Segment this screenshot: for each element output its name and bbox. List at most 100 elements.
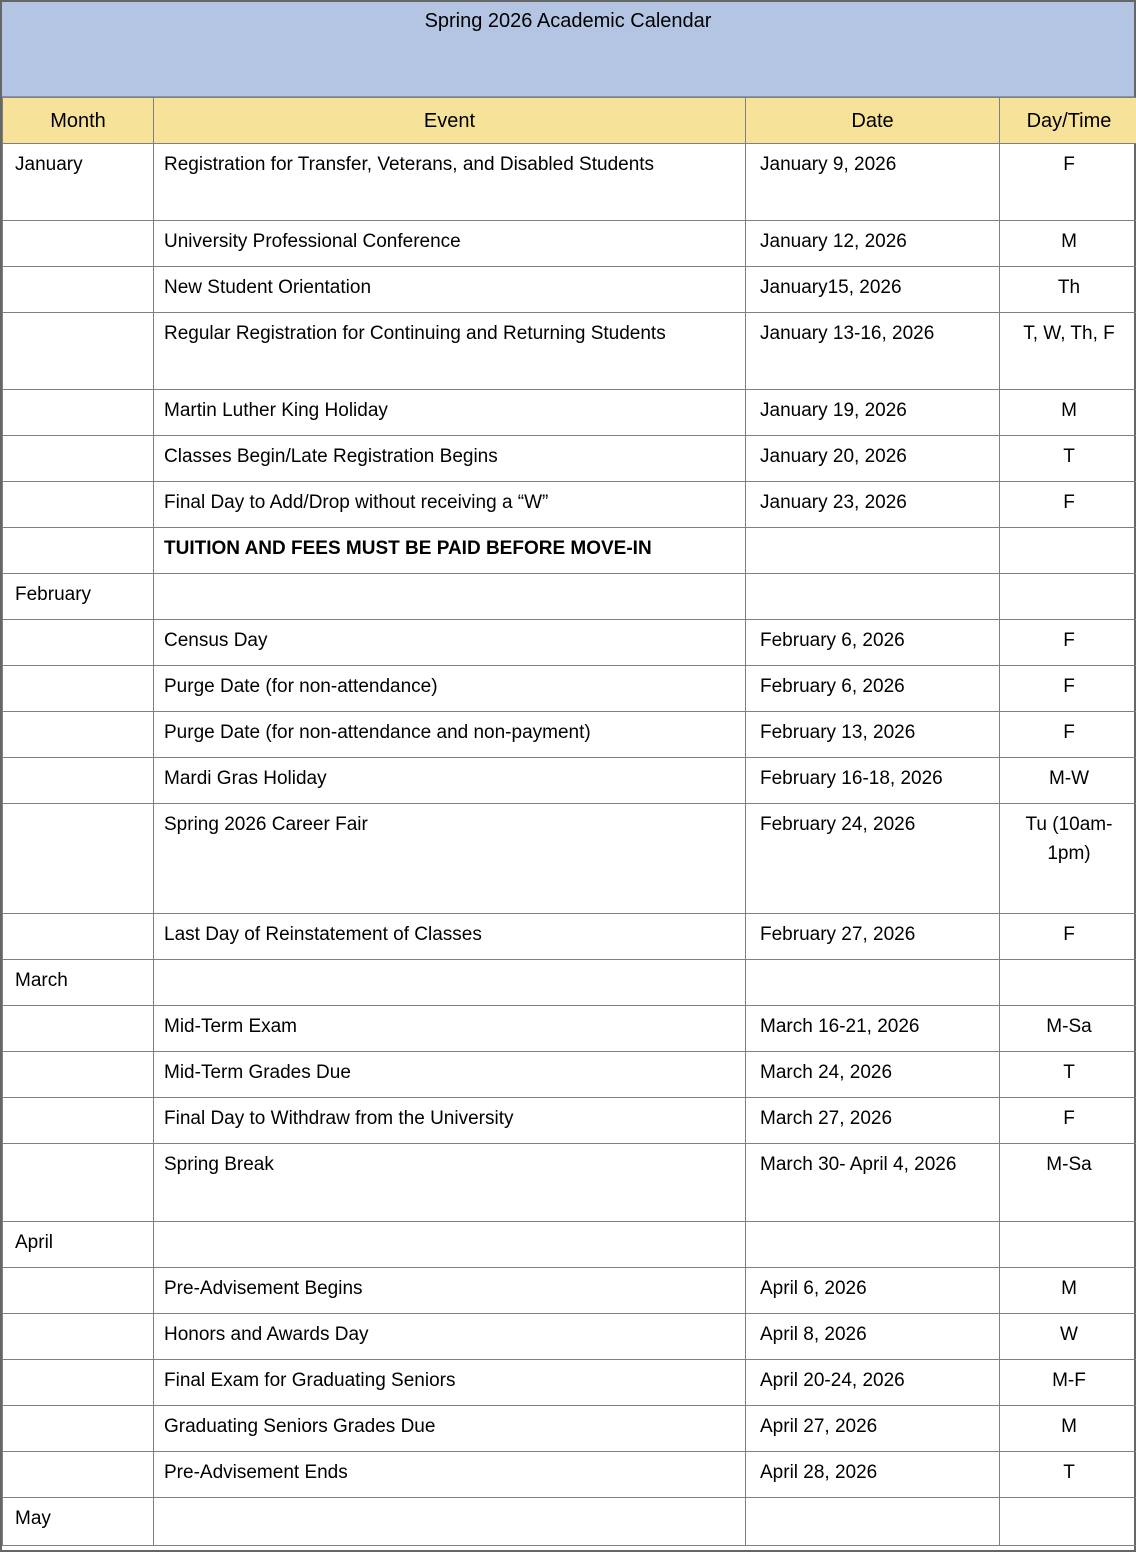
daytime-cell (999, 959, 1136, 1006)
daytime-cell: F (999, 619, 1136, 666)
month-cell (2, 220, 154, 267)
event-cell: Purge Date (for non-attendance) (153, 665, 746, 712)
date-cell (745, 573, 1000, 620)
daytime-cell: F (999, 481, 1136, 528)
date-cell: January 12, 2026 (745, 220, 1000, 267)
date-cell: January15, 2026 (745, 266, 1000, 313)
month-cell (2, 1405, 154, 1452)
month-cell (2, 1051, 154, 1098)
table-row: Last Day of Reinstatement of Classes Febr… (2, 913, 1136, 960)
month-cell (2, 312, 154, 390)
daytime-cell: M (999, 389, 1136, 436)
date-cell: April 6, 2026 (745, 1267, 1000, 1314)
date-cell (745, 959, 1000, 1006)
event-cell (153, 959, 746, 1006)
month-cell (2, 1313, 154, 1360)
date-cell: March 27, 2026 (745, 1097, 1000, 1144)
daytime-cell: F (999, 665, 1136, 712)
daytime-cell: M-F (999, 1359, 1136, 1406)
date-cell: February 6, 2026 (745, 619, 1000, 666)
event-cell: Mid-Term Grades Due (153, 1051, 746, 1098)
event-cell: Registration for Transfer, Veterans, and… (153, 143, 746, 221)
date-cell: April 8, 2026 (745, 1313, 1000, 1360)
date-cell (745, 1497, 1000, 1546)
date-cell: March 30- April 4, 2026 (745, 1143, 1000, 1222)
date-cell: February 24, 2026 (745, 803, 1000, 914)
event-cell: Graduating Seniors Grades Due (153, 1405, 746, 1452)
month-cell (2, 481, 154, 528)
event-cell: Classes Begin/Late Registration Begins (153, 435, 746, 482)
date-cell: January 23, 2026 (745, 481, 1000, 528)
daytime-cell: T (999, 435, 1136, 482)
date-cell: March 16-21, 2026 (745, 1005, 1000, 1052)
date-cell: March 24, 2026 (745, 1051, 1000, 1098)
event-cell: Final Day to Withdraw from the Universit… (153, 1097, 746, 1144)
month-cell (2, 757, 154, 804)
date-cell: January 13-16, 2026 (745, 312, 1000, 390)
date-cell: February 27, 2026 (745, 913, 1000, 960)
table-row: Final Day to Add/Drop without receiving … (2, 481, 1136, 528)
daytime-cell: F (999, 711, 1136, 758)
month-cell (2, 266, 154, 313)
date-cell: February 13, 2026 (745, 711, 1000, 758)
event-cell: Pre-Advisement Begins (153, 1267, 746, 1314)
table-row: Spring 2026 Career Fair February 24, 2026… (2, 803, 1136, 914)
month-cell: January (2, 143, 154, 221)
event-cell: Spring 2026 Career Fair (153, 803, 746, 914)
table-row: Classes Begin/Late Registration Begins Ja… (2, 435, 1136, 482)
month-cell (2, 1267, 154, 1314)
event-cell: Final Day to Add/Drop without receiving … (153, 481, 746, 528)
calendar-table-body: January Registration for Transfer, Vetera… (2, 143, 1136, 1546)
event-cell: Pre-Advisement Ends (153, 1451, 746, 1498)
col-header-event: Event (153, 97, 746, 144)
daytime-cell: M-Sa (999, 1143, 1136, 1222)
date-cell: April 27, 2026 (745, 1405, 1000, 1452)
daytime-cell: T, W, Th, F (999, 312, 1136, 390)
month-cell (2, 1143, 154, 1222)
event-cell: New Student Orientation (153, 266, 746, 313)
event-cell: Spring Break (153, 1143, 746, 1222)
month-cell: March (2, 959, 154, 1006)
date-cell (745, 1221, 1000, 1268)
daytime-cell: F (999, 1097, 1136, 1144)
col-header-date: Date (745, 97, 1000, 144)
daytime-cell: M (999, 220, 1136, 267)
daytime-cell: M-Sa (999, 1005, 1136, 1052)
daytime-cell: M (999, 1267, 1136, 1314)
table-row: TUITION AND FEES MUST BE PAID BEFORE MOV… (2, 527, 1136, 574)
table-row: Mid-Term Exam March 16-21, 2026 M-Sa (2, 1005, 1136, 1052)
month-cell (2, 527, 154, 574)
event-cell: Regular Registration for Continuing and … (153, 312, 746, 390)
daytime-cell: W (999, 1313, 1136, 1360)
month-cell: May (2, 1497, 154, 1546)
table-row: February (2, 573, 1136, 620)
date-cell: January 9, 2026 (745, 143, 1000, 221)
table-row: Regular Registration for Continuing and … (2, 312, 1136, 390)
table-row: January Registration for Transfer, Vetera… (2, 143, 1136, 221)
col-header-daytime: Day/Time (999, 97, 1136, 144)
month-cell (2, 803, 154, 914)
table-row: Graduating Seniors Grades Due April 27, 2… (2, 1405, 1136, 1452)
month-cell (2, 1451, 154, 1498)
table-row: Final Day to Withdraw from the Universit… (2, 1097, 1136, 1144)
month-cell (2, 619, 154, 666)
event-cell: Mid-Term Exam (153, 1005, 746, 1052)
month-cell (2, 1097, 154, 1144)
daytime-cell (999, 1497, 1136, 1546)
month-cell (2, 389, 154, 436)
table-row: Purge Date (for non-attendance and non-p… (2, 711, 1136, 758)
table-row: Martin Luther King Holiday January 19, 20… (2, 389, 1136, 436)
page-title: Spring 2026 Academic Calendar (2, 2, 1134, 97)
event-cell: Final Exam for Graduating Seniors (153, 1359, 746, 1406)
table-row: Census Day February 6, 2026 F (2, 619, 1136, 666)
daytime-cell: F (999, 913, 1136, 960)
daytime-cell (999, 1221, 1136, 1268)
event-cell: Purge Date (for non-attendance and non-p… (153, 711, 746, 758)
daytime-cell: Th (999, 266, 1136, 313)
table-row: April (2, 1221, 1136, 1268)
date-cell: January 20, 2026 (745, 435, 1000, 482)
month-cell (2, 1005, 154, 1052)
daytime-cell: Tu (10am-1pm) (999, 803, 1136, 914)
table-row: March (2, 959, 1136, 1006)
